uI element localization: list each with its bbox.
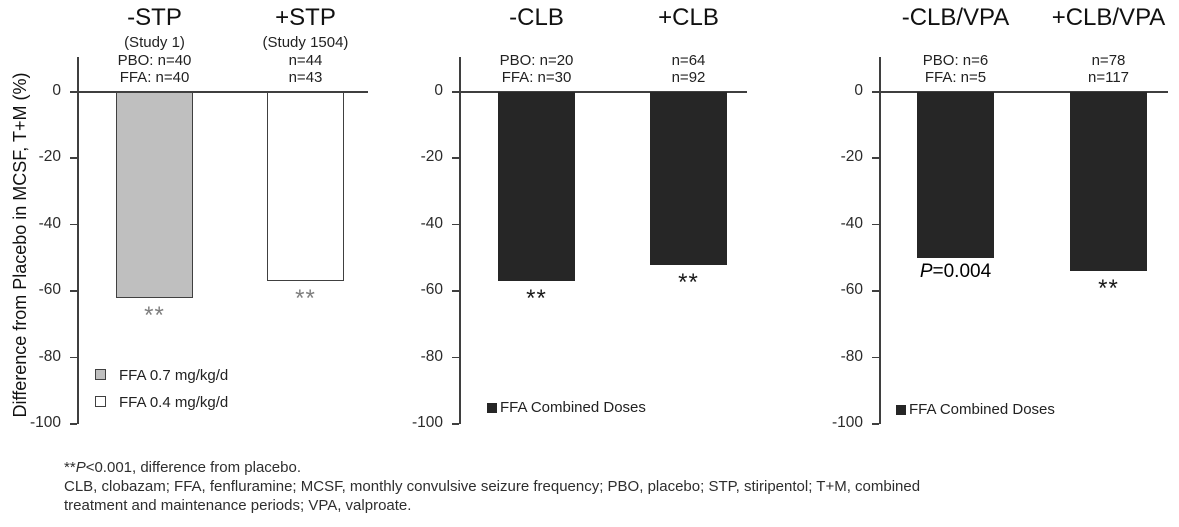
group-title: +STP — [275, 4, 336, 31]
group-header: +CLB n=64 n=92 — [579, 2, 799, 86]
y-tick-label: -20 — [38, 148, 61, 166]
group-n-label: FFA: n=5 — [924, 69, 987, 86]
y-tick-mark — [70, 290, 77, 292]
y-tick-mark — [452, 91, 459, 93]
group-title: -CLB/VPA — [901, 4, 1010, 31]
y-tick-mark — [70, 356, 77, 359]
y-tick-mark — [452, 423, 459, 425]
group-title: +CLB — [658, 4, 719, 31]
y-tick-mark — [70, 423, 77, 425]
y-tick-label: -60 — [420, 281, 443, 299]
y-tick-label: -60 — [840, 281, 863, 299]
y-tick-mark — [452, 157, 459, 159]
footnote-line-3: treatment and maintenance periods; VPA, … — [64, 497, 412, 514]
y-tick-mark — [872, 423, 879, 425]
y-axis-line — [879, 57, 881, 424]
footnotes: **P<0.001, difference from placebo. CLB,… — [64, 458, 920, 515]
group-n-label: FFA: n=30 — [501, 69, 572, 86]
y-tick-label: -60 — [38, 281, 61, 299]
group-header: -CLB/VPA PBO: n=6 FFA: n=5 — [846, 2, 1066, 86]
y-tick-label: -40 — [840, 214, 863, 232]
bar — [650, 92, 727, 265]
group-n-label: n=44 — [288, 52, 323, 69]
footnote-asterisks: ** — [64, 459, 76, 476]
group-subtitle: (Study 1504) — [262, 34, 349, 51]
footnote-line-1-text: <0.001, difference from placebo. — [85, 459, 301, 476]
y-tick-mark — [70, 91, 77, 93]
legend-label: FFA 0.4 mg/kg/d — [119, 394, 229, 411]
p-value-annotation: P=0.004 — [919, 261, 992, 282]
group-header: +CLB/VPA n=78 n=117 — [999, 2, 1179, 86]
y-tick-mark — [452, 356, 459, 359]
y-axis-line — [459, 57, 461, 424]
group-n-label: n=92 — [671, 69, 706, 86]
zero-baseline — [78, 91, 368, 93]
group-title: -CLB — [509, 4, 564, 31]
bar — [116, 92, 193, 298]
y-tick-label: 0 — [52, 82, 61, 99]
group-subtitle — [579, 34, 799, 52]
p-value-italic: P — [919, 261, 933, 282]
bar — [1070, 92, 1147, 272]
y-tick-mark — [872, 223, 879, 226]
zero-baseline — [460, 91, 747, 93]
y-tick-label: -40 — [38, 214, 61, 232]
group-subtitle: (Study 1) — [124, 34, 185, 51]
group-title: +CLB/VPA — [1051, 4, 1166, 31]
legend-label: FFA 0.7 mg/kg/d — [119, 367, 229, 384]
bar — [917, 92, 994, 258]
footnote-line-1: **P<0.001, difference from placebo. — [64, 458, 920, 477]
group-title: -STP — [127, 4, 182, 31]
y-tick-label: -20 — [420, 148, 443, 166]
y-tick-label: -80 — [840, 347, 863, 365]
group-header: +STP (Study 1504) n=44 n=43 — [196, 2, 416, 86]
y-tick-label: -40 — [420, 214, 443, 232]
y-tick-label: -100 — [831, 414, 863, 431]
legend-swatch — [95, 369, 106, 380]
group-header: -STP (Study 1) PBO: n=40 FFA: n=40 — [45, 2, 265, 86]
y-tick-label: -80 — [38, 347, 61, 365]
significance-annotation: ** — [678, 268, 699, 296]
group-n-label: n=43 — [288, 69, 323, 86]
bar — [267, 92, 344, 282]
y-tick-mark — [872, 356, 879, 359]
y-tick-mark — [452, 290, 459, 292]
group-n-label: PBO: n=40 — [117, 52, 192, 69]
footnote-line-2: CLB, clobazam; FFA, fenfluramine; MCSF, … — [64, 478, 921, 495]
group-n-label: n=64 — [671, 52, 706, 69]
y-tick-label: -100 — [29, 414, 61, 431]
y-tick-mark — [70, 157, 77, 159]
significance-annotation: ** — [144, 301, 165, 329]
y-tick-mark — [452, 223, 459, 226]
group-n-label: FFA: n=40 — [119, 69, 190, 86]
group-header: -CLB PBO: n=20 FFA: n=30 — [427, 2, 647, 86]
y-tick-label: 0 — [434, 82, 443, 99]
group-n-label: PBO: n=6 — [922, 52, 989, 69]
group-n-label: n=117 — [1087, 69, 1129, 86]
group-n-label: PBO: n=20 — [499, 52, 574, 69]
significance-annotation: ** — [1098, 275, 1119, 303]
legend-label: FFA Combined Doses — [909, 401, 1055, 418]
bar — [498, 92, 575, 282]
y-tick-mark — [70, 223, 77, 226]
y-tick-label: -80 — [420, 347, 443, 365]
y-axis-line — [77, 57, 79, 424]
significance-annotation: ** — [526, 285, 547, 313]
legend-label: FFA Combined Doses — [500, 399, 646, 416]
zero-baseline — [880, 91, 1168, 93]
legend-swatch — [95, 396, 106, 407]
legend-swatch — [487, 403, 497, 413]
group-n-label: n=78 — [1091, 52, 1126, 69]
legend-swatch — [896, 405, 906, 415]
group-subtitle — [999, 34, 1179, 52]
y-tick-label: 0 — [854, 82, 863, 99]
y-tick-mark — [872, 157, 879, 159]
significance-annotation: ** — [295, 285, 316, 313]
footnote-p-italic: P — [75, 459, 86, 476]
y-tick-mark — [872, 290, 879, 292]
y-tick-label: -100 — [411, 414, 443, 431]
y-tick-mark — [872, 91, 879, 93]
y-tick-label: -20 — [840, 148, 863, 166]
